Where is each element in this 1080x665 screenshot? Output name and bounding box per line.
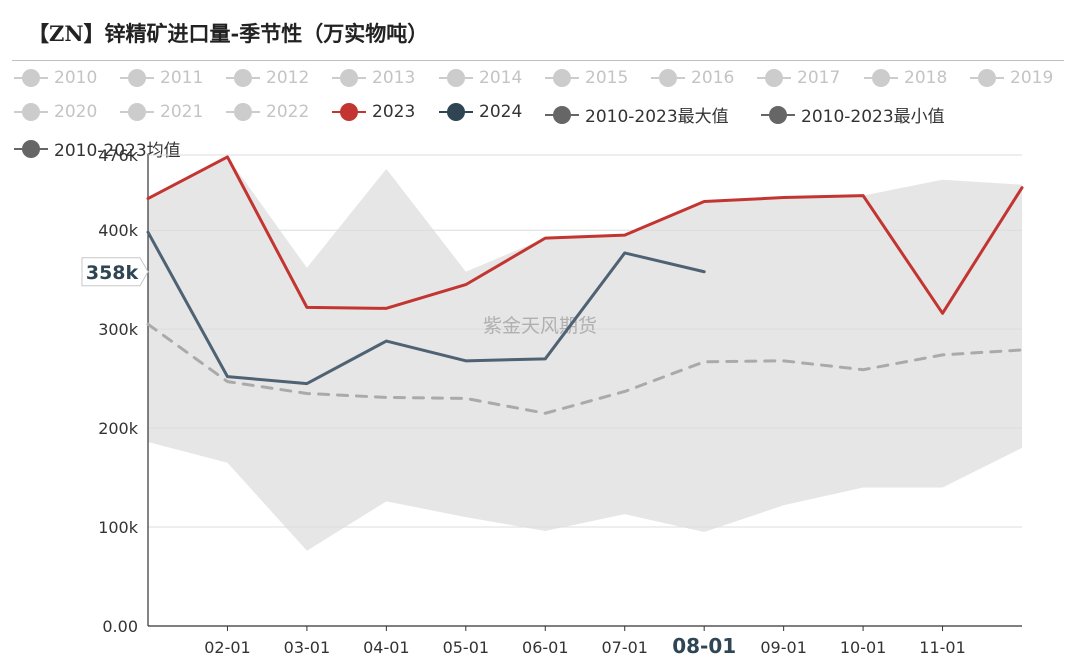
legend-label: 2022 [266,102,310,122]
watermark: 紫金天风期货 [483,315,597,337]
x-tick-label: 03-01 [284,638,331,657]
legend-label: 2024 [479,102,523,122]
chart-title: 【ZN】锌精矿进口量-季节性（万实物吨） [28,21,429,46]
legend-label: 2020 [54,102,98,122]
y-tick-label: 476k [98,146,139,165]
legend-marker-icon [761,105,795,124]
x-tick-label: 04-01 [363,638,410,657]
legend-label: 2014 [479,68,523,88]
legend-item-2021[interactable]: 2021 [120,102,203,122]
legend-marker-icon [545,105,579,124]
legend-item-2012[interactable]: 2012 [226,68,309,88]
cursor-value-label: 358k [86,262,139,284]
x-tick-label: 05-01 [443,638,490,657]
title-divider [12,60,1064,61]
legend-marker-icon [970,69,1004,87]
legend-label: 2010-2023最大值 [585,107,729,127]
x-tick-label: 09-01 [760,638,807,657]
legend-item-2024[interactable]: 2024 [439,102,522,122]
cursor-label-box [81,257,149,287]
legend-item-2010-2023最大值[interactable]: 2010-2023最大值 [545,102,729,127]
legend-item-2023[interactable]: 2023 [332,102,415,122]
legend-label: 2016 [691,68,735,88]
x-tick-label: 02-01 [204,638,251,657]
legend-label: 2012 [266,68,310,88]
legend-marker-icon [226,103,260,121]
legend-item-2016[interactable]: 2016 [651,68,734,88]
legend-item-2022[interactable]: 2022 [226,102,309,122]
legend-label: 2010 [54,68,98,88]
legend-label: 2017 [797,68,841,88]
legend-item-2019[interactable]: 2019 [970,68,1053,88]
legend-label: 2013 [372,68,416,88]
legend-marker-icon [120,69,154,87]
legend-marker-icon [864,69,898,87]
legend-item-2010-2023最小值[interactable]: 2010-2023最小值 [761,102,945,127]
legend-marker-icon [332,69,366,87]
legend-label: 2015 [585,68,629,88]
legend-marker-icon [545,69,579,87]
legend-item-2018[interactable]: 2018 [864,68,947,88]
legend-item-2010-2023均值[interactable]: 2010-2023均值 [14,136,181,161]
legend-label: 2018 [904,68,948,88]
legend-marker-icon [14,139,48,158]
legend-item-2014[interactable]: 2014 [439,68,522,88]
legend-marker-icon [439,103,473,121]
legend-label: 2011 [160,68,204,88]
series-line-2010-2023均值 [146,322,1024,415]
y-tick-label: 200k [98,419,139,438]
x-tick-label: 11-01 [919,638,966,657]
x-tick-label: 06-01 [522,638,569,657]
y-tick-label: 300k [98,320,139,339]
legend-label: 2010-2023均值 [54,141,181,161]
legend-item-2015[interactable]: 2015 [545,68,628,88]
legend-marker-icon [757,69,791,87]
series-line-2024 [146,230,706,386]
series-line-2023 [146,155,1024,315]
legend-marker-icon [120,103,154,121]
legend-item-2020[interactable]: 2020 [14,102,97,122]
legend-label: 2023 [372,102,416,122]
legend-marker-icon [14,69,48,87]
legend-item-2013[interactable]: 2013 [332,68,415,88]
legend-item-2017[interactable]: 2017 [757,68,840,88]
legend-marker-icon [332,103,366,121]
y-tick-label: 100k [98,518,139,537]
legend-marker-icon [14,103,48,121]
y-tick-label: 0.00 [102,617,138,636]
x-tick-label: 10-01 [840,638,887,657]
legend-marker-icon [226,69,260,87]
y-tick-label: 400k [98,221,139,240]
max-min-band [148,156,1022,551]
x-tick-label: 08-01 [672,634,736,658]
x-tick-label: 07-01 [601,638,648,657]
legend-marker-icon [439,69,473,87]
legend-label: 2019 [1010,68,1054,88]
legend-marker-icon [651,69,685,87]
legend-label: 2010-2023最小值 [801,107,945,127]
legend-item-2011[interactable]: 2011 [120,68,203,88]
legend-label: 2021 [160,102,204,122]
legend-item-2010[interactable]: 2010 [14,68,97,88]
